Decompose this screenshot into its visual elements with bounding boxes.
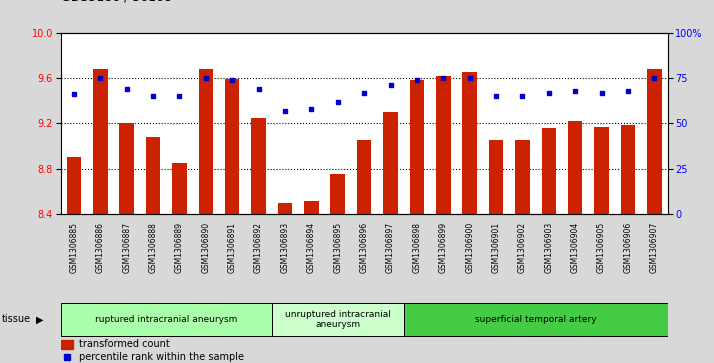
Bar (304, 201, 318, 214)
Bar (66, 158, 81, 214)
Text: GSM1306886: GSM1306886 (96, 222, 105, 273)
Text: GDS5186 / 36168: GDS5186 / 36168 (61, 0, 171, 4)
Text: GSM1306907: GSM1306907 (650, 222, 659, 273)
Text: ruptured intracranial aneurysm: ruptured intracranial aneurysm (95, 315, 238, 324)
Text: GSM1306897: GSM1306897 (386, 222, 395, 273)
Text: GSM1306904: GSM1306904 (570, 222, 580, 273)
Text: GSM1306896: GSM1306896 (360, 222, 368, 273)
Text: GSM1306890: GSM1306890 (201, 222, 211, 273)
Bar (542, 128, 556, 214)
Text: GSM1306887: GSM1306887 (122, 222, 131, 273)
Text: unruptured intracranial
aneurysm: unruptured intracranial aneurysm (285, 310, 391, 329)
Text: transformed count: transformed count (79, 339, 170, 350)
Text: percentile rank within the sample: percentile rank within the sample (79, 352, 244, 362)
Bar (272, 303, 403, 336)
Bar (172, 163, 186, 214)
Text: GSM1306892: GSM1306892 (254, 222, 263, 273)
Text: GSM1306906: GSM1306906 (623, 222, 633, 273)
Bar (647, 69, 662, 214)
Bar (225, 79, 239, 214)
Bar (489, 140, 503, 214)
Bar (331, 175, 345, 214)
Text: GSM1306888: GSM1306888 (149, 222, 158, 273)
Bar (620, 125, 635, 214)
Bar (568, 121, 583, 214)
Bar (93, 69, 108, 214)
Bar (61, 303, 272, 336)
Text: GSM1306885: GSM1306885 (69, 222, 79, 273)
Bar (403, 303, 668, 336)
Text: GSM1306893: GSM1306893 (281, 222, 289, 273)
Text: GSM1306891: GSM1306891 (228, 222, 237, 273)
Text: GSM1306889: GSM1306889 (175, 222, 184, 273)
Text: GSM1306903: GSM1306903 (544, 222, 553, 273)
Bar (198, 69, 213, 214)
Bar (436, 76, 451, 214)
Text: GSM1306905: GSM1306905 (597, 222, 606, 273)
Bar (383, 112, 398, 214)
Bar (410, 80, 424, 214)
Text: GSM1306902: GSM1306902 (518, 222, 527, 273)
Bar (61, 340, 73, 349)
Text: tissue: tissue (2, 314, 31, 325)
Bar (251, 118, 266, 214)
Bar (594, 127, 609, 214)
Bar (146, 137, 161, 214)
Bar (357, 140, 371, 214)
Bar (463, 72, 477, 214)
Text: GSM1306895: GSM1306895 (333, 222, 342, 273)
Bar (278, 203, 292, 214)
Bar (516, 140, 530, 214)
Text: GSM1306900: GSM1306900 (466, 222, 474, 273)
Text: superficial temporal artery: superficial temporal artery (475, 315, 596, 324)
Text: GSM1306894: GSM1306894 (307, 222, 316, 273)
Text: GSM1306898: GSM1306898 (413, 222, 421, 273)
Text: ▶: ▶ (36, 314, 44, 325)
Text: GSM1306901: GSM1306901 (491, 222, 501, 273)
Text: GSM1306899: GSM1306899 (439, 222, 448, 273)
Bar (119, 123, 134, 214)
